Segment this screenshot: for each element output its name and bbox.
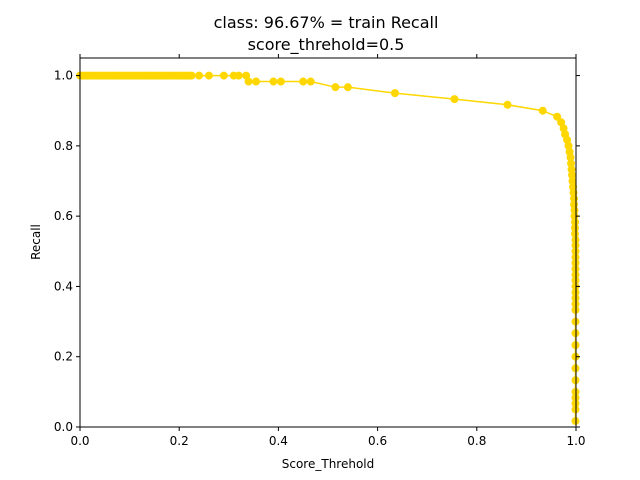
data-point: [276, 77, 285, 86]
data-point: [568, 171, 577, 180]
data-point: [234, 71, 243, 80]
axis-ticks: 0.0 0.2 0.4 0.6 0.8 1.0 0.0 0.2 0.4 0.6 0.8 1.0: [54, 54, 586, 448]
x-tick-label: 0.2: [170, 434, 189, 448]
data-point: [570, 212, 579, 221]
data-point: [553, 112, 562, 121]
x-tick-label: 0.8: [467, 434, 486, 448]
data-point: [571, 229, 580, 238]
data-point: [450, 95, 459, 104]
data-point: [571, 218, 580, 227]
data-point: [538, 106, 547, 115]
data-point: [390, 89, 399, 98]
data-point: [559, 124, 568, 133]
data-point: [204, 71, 213, 80]
data-point: [563, 135, 572, 144]
x-tick-label: 0.4: [269, 434, 288, 448]
y-tick-label: 0.4: [54, 279, 73, 293]
x-tick-label: 0.0: [70, 434, 89, 448]
chart-title-line2: score_threhold=0.5: [248, 35, 405, 55]
data-point: [567, 159, 576, 168]
data-point: [503, 100, 512, 109]
plot-frame: [79, 57, 577, 428]
y-tick-label: 0.6: [54, 209, 73, 223]
x-axis-label: Score_Threhold: [282, 457, 375, 471]
y-tick-label: 1.0: [54, 69, 73, 83]
y-tick-label: 0.0: [54, 420, 73, 434]
plot-area: [76, 71, 580, 426]
data-point: [195, 71, 204, 80]
x-tick-label: 0.6: [368, 434, 387, 448]
data-point: [299, 77, 308, 86]
data-point: [187, 71, 196, 80]
data-point: [564, 141, 573, 150]
y-tick-label: 0.8: [54, 139, 73, 153]
series-line: [80, 74, 577, 422]
data-point: [343, 83, 352, 92]
data-point: [219, 71, 228, 80]
data-point: [242, 71, 251, 80]
data-point: [244, 77, 253, 86]
y-tick-label: 0.2: [54, 350, 73, 364]
data-point: [306, 77, 315, 86]
chart-title-line1: class: 96.67% = train Recall: [214, 13, 439, 32]
data-point: [571, 223, 580, 232]
data-point: [570, 206, 579, 215]
data-point: [568, 177, 577, 185]
data-point: [557, 118, 566, 127]
data-point: [566, 153, 575, 162]
data-point: [252, 77, 261, 86]
x-tick-label: 1.0: [566, 434, 585, 448]
data-point: [331, 83, 340, 92]
y-axis-label: Recall: [29, 224, 43, 260]
data-point: [269, 77, 278, 86]
